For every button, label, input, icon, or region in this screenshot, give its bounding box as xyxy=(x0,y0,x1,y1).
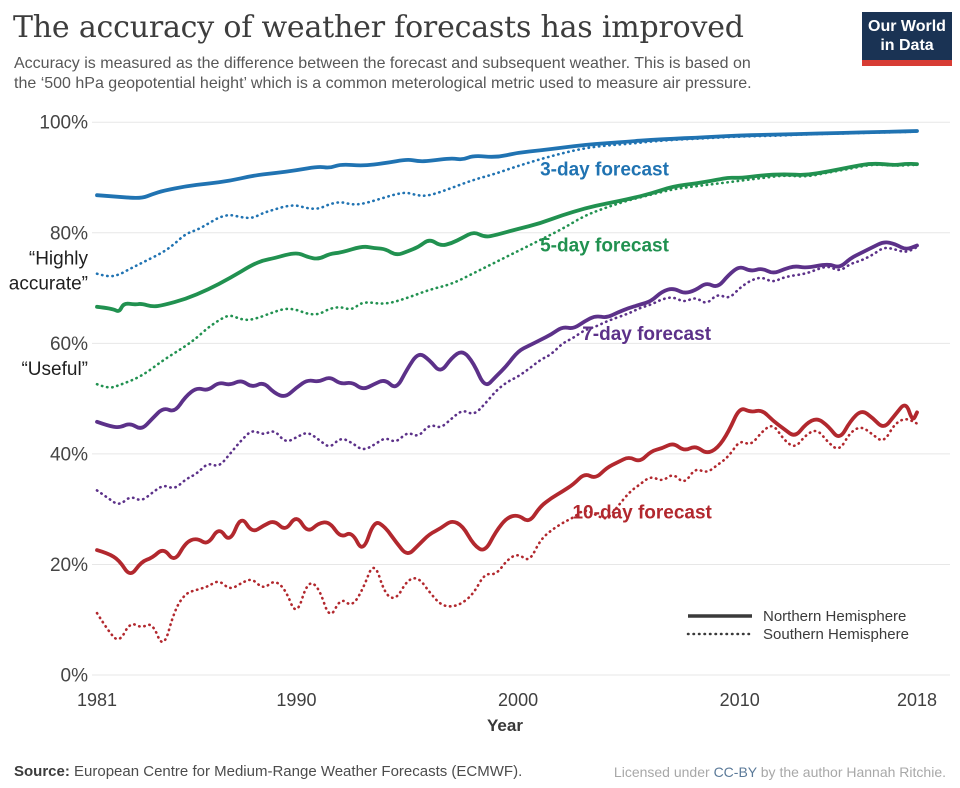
x-tick-label: 1990 xyxy=(276,690,316,710)
y-tick-label: 40% xyxy=(50,444,88,465)
page-subtitle: Accuracy is measured as the difference b… xyxy=(14,54,752,94)
subtitle-line-1: Accuracy is measured as the difference b… xyxy=(14,55,751,72)
logo-line-2: in Data xyxy=(880,37,934,54)
subtitle-line-2: the ‘500 hPa geopotential height’ which … xyxy=(14,75,752,92)
series-line-7-day-southern xyxy=(95,245,919,505)
series-annotation-5-day-forecast: 5-day forecast xyxy=(540,235,670,256)
x-tick-label: 2018 xyxy=(897,690,937,710)
y-tick-label: 60% xyxy=(50,334,88,355)
series-line-10-day-northern xyxy=(95,403,919,575)
x-tick-label: 1981 xyxy=(77,690,117,710)
logo-background: Our World in Data xyxy=(862,12,952,60)
source-label: Source: xyxy=(14,763,70,780)
y-axis-sublabel: “Useful” xyxy=(21,359,88,380)
logo-line-1: Our World xyxy=(868,18,946,35)
legend-label-southern: Southern Hemisphere xyxy=(763,625,909,643)
y-tick-label: 0% xyxy=(61,666,89,687)
y-axis-sublabel: accurate” xyxy=(9,273,88,294)
series-line-5-day-southern xyxy=(95,163,919,389)
y-tick-label: 100% xyxy=(39,113,88,134)
our-world-in-data-logo: Our World in Data xyxy=(862,12,952,66)
license-link[interactable]: CC-BY xyxy=(713,764,757,780)
logo-red-bar xyxy=(862,60,952,66)
license-suffix: by the author Hannah Ritchie. xyxy=(760,764,946,780)
series-line-7-day-northern xyxy=(95,240,919,430)
series-annotation-7-day-forecast: 7-day forecast xyxy=(582,324,712,345)
y-axis-sublabel: “Highly xyxy=(29,248,89,269)
series-line-10-day-southern xyxy=(95,418,919,644)
y-tick-label: 20% xyxy=(50,555,88,576)
solid-line-swatch xyxy=(688,614,752,618)
legend-item-northern-hemisphere: Northern Hemisphere xyxy=(686,607,909,625)
page-title: The accuracy of weather forecasts has im… xyxy=(13,10,744,45)
source-line: Source: European Centre for Medium-Range… xyxy=(14,763,522,780)
legend-item-southern-hemisphere: Southern Hemisphere xyxy=(686,625,909,643)
license-line: Licensed under CC-BY by the author Hanna… xyxy=(614,764,946,780)
legend: Northern Hemisphere Southern Hemisphere xyxy=(686,607,909,643)
y-tick-label: 80% xyxy=(50,223,88,244)
x-tick-label: 2000 xyxy=(498,690,538,710)
legend-label-northern: Northern Hemisphere xyxy=(763,607,907,625)
source-text: European Centre for Medium-Range Weather… xyxy=(74,763,523,780)
series-annotation-10-day-forecast: 10-day forecast xyxy=(572,502,712,523)
x-tick-label: 2010 xyxy=(720,690,760,710)
series-line-5-day-northern xyxy=(95,161,919,313)
series-annotation-3-day-forecast: 3-day forecast xyxy=(540,160,670,181)
license-prefix: Licensed under xyxy=(613,764,710,780)
series-line-3-day-northern xyxy=(95,129,919,200)
dotted-line-swatch xyxy=(686,632,754,636)
x-axis-title: Year xyxy=(487,716,523,735)
